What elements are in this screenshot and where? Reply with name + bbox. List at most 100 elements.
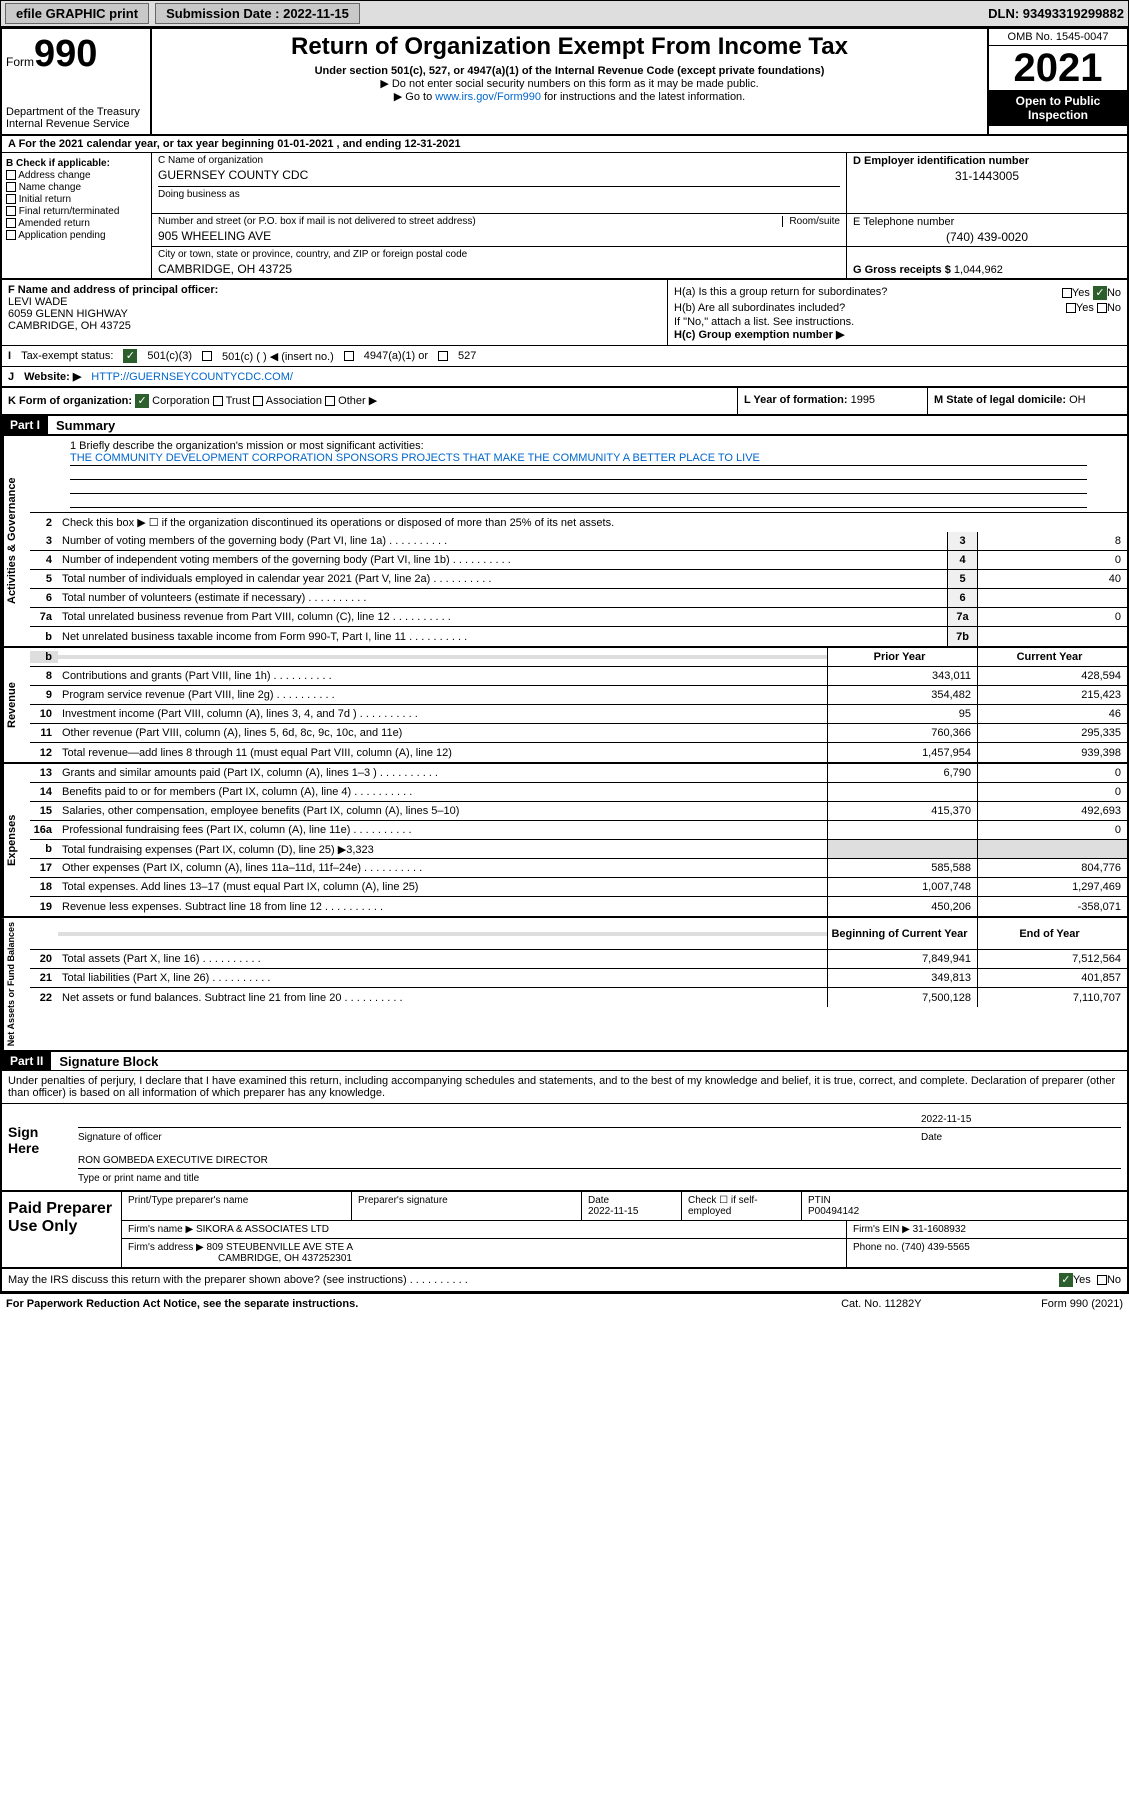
penalty-text: Under penalties of perjury, I declare th… [2, 1071, 1127, 1104]
v7b [977, 627, 1127, 646]
firm-name: SIKORA & ASSOCIATES LTD [196, 1224, 329, 1235]
year-formed: 1995 [851, 394, 875, 406]
mission-block: 1 Briefly describe the organization's mi… [30, 436, 1127, 513]
line19: Revenue less expenses. Subtract line 18 … [58, 899, 827, 915]
side-netassets: Net Assets or Fund Balances [2, 918, 30, 1050]
row-i: I Tax-exempt status: ✓501(c)(3) 501(c) (… [2, 346, 1127, 367]
line2: Check this box ▶ ☐ if the organization d… [58, 514, 1127, 531]
checked-icon: ✓ [135, 394, 149, 408]
line13: Grants and similar amounts paid (Part IX… [58, 765, 827, 781]
form-title: Return of Organization Exempt From Incom… [160, 33, 979, 61]
checkbox-icon[interactable] [438, 351, 448, 361]
officer-addr2: CAMBRIDGE, OH 43725 [8, 320, 661, 332]
addr: 905 WHEELING AVE [158, 227, 840, 243]
form-subtitle: Under section 501(c), 527, or 4947(a)(1)… [160, 65, 979, 77]
side-governance: Activities & Governance [2, 436, 30, 646]
form-990: Form990 Department of the Treasury Inter… [0, 27, 1129, 1293]
g-label: G Gross receipts $ [853, 264, 951, 276]
row-j: J Website: ▶ HTTP://GUERNSEYCOUNTYCDC.CO… [2, 367, 1127, 388]
city: CAMBRIDGE, OH 43725 [158, 260, 840, 276]
b-title: B Check if applicable: [6, 158, 147, 169]
self-emp: Check ☐ if self-employed [682, 1192, 802, 1220]
domicile: OH [1069, 394, 1086, 406]
phone: (740) 439-0020 [853, 228, 1121, 244]
checkbox-icon[interactable] [253, 396, 263, 406]
footer: For Paperwork Reduction Act Notice, see … [0, 1293, 1129, 1314]
v7a: 0 [977, 608, 1127, 626]
line16a: Professional fundraising fees (Part IX, … [58, 822, 827, 838]
line11: Other revenue (Part VIII, column (A), li… [58, 725, 827, 741]
discuss-row: May the IRS discuss this return with the… [2, 1269, 1127, 1291]
section-f: F Name and address of principal officer:… [2, 280, 667, 345]
checkbox-icon[interactable] [213, 396, 223, 406]
firm-phone: (740) 439-5565 [901, 1242, 969, 1253]
line7a: Total unrelated business revenue from Pa… [58, 609, 947, 625]
checkbox-icon[interactable] [6, 230, 16, 240]
checkbox-icon[interactable] [6, 218, 16, 228]
c-name-label: C Name of organization [158, 155, 840, 166]
dept: Department of the Treasury [6, 106, 146, 118]
line18: Total expenses. Add lines 13–17 (must eq… [58, 879, 827, 895]
side-expenses: Expenses [2, 764, 30, 916]
line17: Other expenses (Part IX, column (A), lin… [58, 860, 827, 876]
note-ssn: ▶ Do not enter social security numbers o… [160, 77, 979, 90]
checkbox-icon[interactable] [1062, 288, 1072, 298]
header-left: Form990 Department of the Treasury Inter… [2, 29, 152, 134]
m-label: M State of legal domicile: [934, 394, 1066, 406]
room-label: Room/suite [782, 216, 840, 227]
d-label: D Employer identification number [853, 155, 1121, 167]
header-right: OMB No. 1545-0047 2021 Open to Public In… [987, 29, 1127, 134]
submission-btn[interactable]: Submission Date : 2022-11-15 [155, 3, 360, 24]
checkbox-icon[interactable] [1066, 303, 1076, 313]
v6 [977, 589, 1127, 607]
v3: 8 [977, 532, 1127, 550]
checked-icon: ✓ [1093, 286, 1107, 300]
checked-icon: ✓ [1059, 1273, 1073, 1287]
date-label: Date [921, 1132, 1121, 1143]
checkbox-icon[interactable] [6, 206, 16, 216]
ha-label: H(a) Is this a group return for subordin… [674, 286, 887, 300]
dba-label: Doing business as [158, 186, 840, 200]
checked-icon: ✓ [123, 349, 137, 363]
website-link[interactable]: HTTP://GUERNSEYCOUNTYCDC.COM/ [91, 371, 293, 383]
addr-label: Number and street (or P.O. box if mail i… [158, 216, 782, 227]
part1-header: Part I Summary [2, 416, 1127, 436]
sig-label: Signature of officer [78, 1132, 921, 1143]
checkbox-icon[interactable] [6, 194, 16, 204]
tax-year: 2021 [989, 46, 1127, 90]
ein: 31-1443005 [853, 167, 1121, 183]
cat-no: Cat. No. 11282Y [841, 1298, 1041, 1310]
v4: 0 [977, 551, 1127, 569]
irs-link[interactable]: www.irs.gov/Form990 [435, 91, 541, 103]
col-current: Current Year [977, 648, 1127, 666]
checkbox-icon[interactable] [325, 396, 335, 406]
officer-addr1: 6059 GLENN HIGHWAY [8, 308, 661, 320]
checkbox-icon[interactable] [202, 351, 212, 361]
checkbox-icon[interactable] [1097, 303, 1107, 313]
line12: Total revenue—add lines 8 through 11 (mu… [58, 745, 827, 761]
officer-name: LEVI WADE [8, 296, 661, 308]
city-label: City or town, state or province, country… [158, 249, 840, 260]
line16b: Total fundraising expenses (Part IX, col… [58, 841, 827, 858]
col-boy: Beginning of Current Year [827, 918, 977, 949]
hb-label: H(b) Are all subordinates included? [674, 302, 845, 314]
efile-btn[interactable]: efile GRAPHIC print [5, 3, 149, 24]
checkbox-icon[interactable] [6, 170, 16, 180]
prep-name-label: Print/Type preparer's name [122, 1192, 352, 1220]
line20: Total assets (Part X, line 16) [58, 951, 827, 967]
j-label: Website: ▶ [24, 370, 81, 383]
col-prior: Prior Year [827, 648, 977, 666]
inspection-badge: Open to Public Inspection [989, 90, 1127, 126]
section-h: H(a) Is this a group return for subordin… [667, 280, 1127, 345]
line5: Total number of individuals employed in … [58, 571, 947, 587]
checkbox-icon[interactable] [1097, 1275, 1107, 1285]
hc-label: H(c) Group exemption number ▶ [674, 328, 1121, 341]
mission-text[interactable]: THE COMMUNITY DEVELOPMENT CORPORATION SP… [70, 452, 760, 464]
l-label: L Year of formation: [744, 394, 848, 406]
checkbox-icon[interactable] [6, 182, 16, 192]
paid-label: Paid Preparer Use Only [2, 1192, 122, 1267]
checkbox-icon[interactable] [344, 351, 354, 361]
i-label: Tax-exempt status: [21, 350, 113, 362]
form-ref: Form 990 (2021) [1041, 1298, 1123, 1310]
line10: Investment income (Part VIII, column (A)… [58, 706, 827, 722]
